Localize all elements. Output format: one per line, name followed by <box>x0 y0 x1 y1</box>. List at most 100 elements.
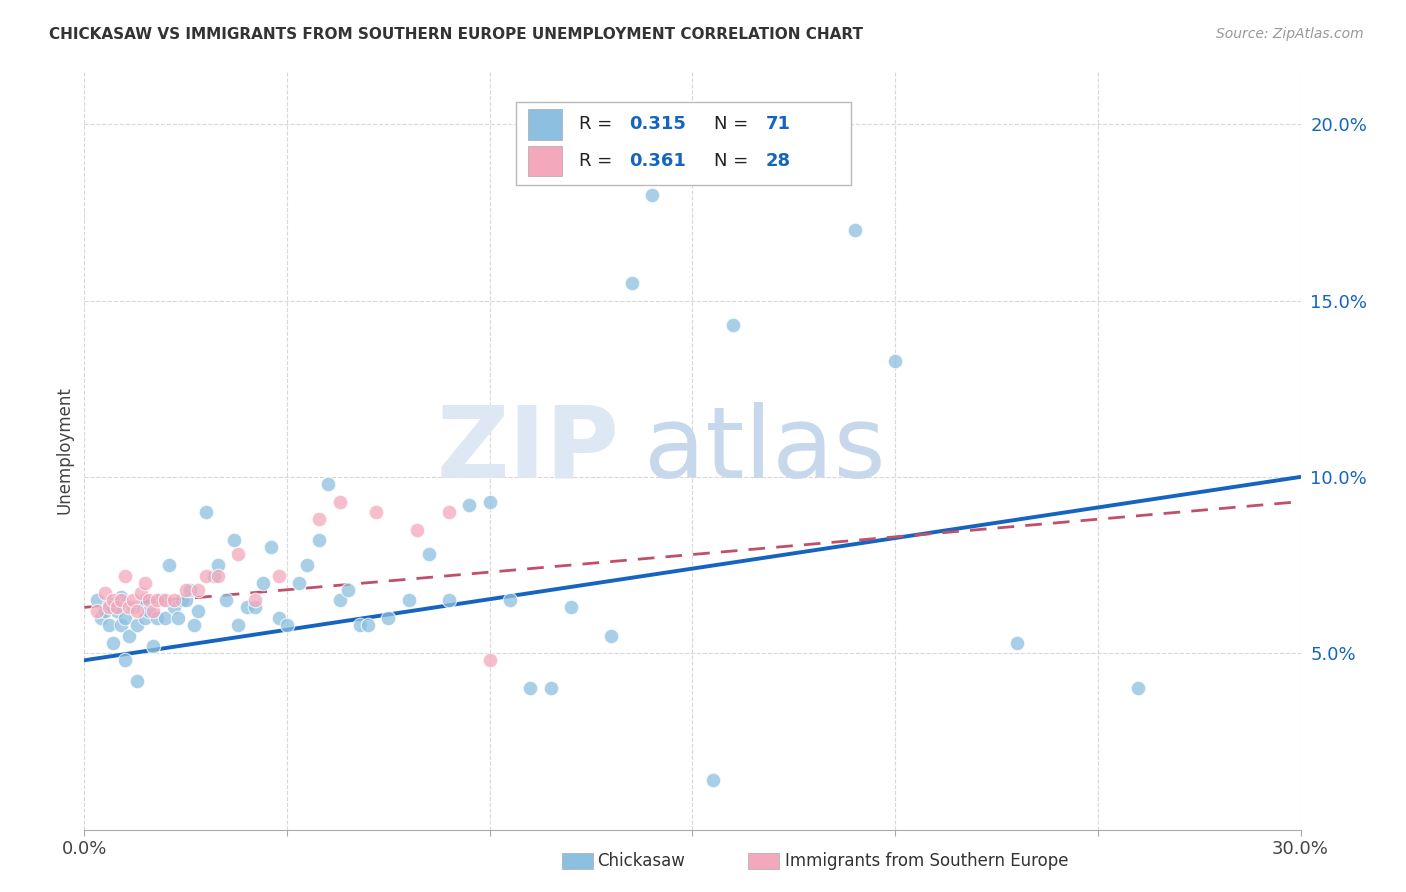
Point <box>142 604 165 618</box>
Bar <box>516 102 851 186</box>
Point <box>122 600 145 615</box>
Point <box>439 593 461 607</box>
Text: Chickasaw: Chickasaw <box>598 852 686 870</box>
Point <box>118 600 141 615</box>
Point <box>329 593 352 607</box>
Point <box>90 611 112 625</box>
Point <box>620 276 643 290</box>
Point <box>93 586 115 600</box>
Text: N =: N = <box>714 115 755 134</box>
Point <box>110 618 132 632</box>
Point <box>170 593 193 607</box>
Point <box>86 593 108 607</box>
Point <box>183 618 205 632</box>
Point <box>721 318 744 333</box>
Point <box>134 593 156 607</box>
Point <box>267 568 290 582</box>
Point <box>641 187 664 202</box>
Point <box>194 568 218 582</box>
Point <box>166 611 188 625</box>
Text: atlas: atlas <box>644 402 886 499</box>
Point <box>101 635 124 649</box>
Point <box>134 575 156 590</box>
Point <box>114 568 136 582</box>
Text: 0.361: 0.361 <box>630 152 686 169</box>
Point <box>499 593 522 607</box>
Point <box>844 223 866 237</box>
Point <box>398 593 420 607</box>
Point <box>276 618 298 632</box>
Point <box>86 604 108 618</box>
Point <box>1005 635 1028 649</box>
Point <box>97 600 120 615</box>
Point <box>122 593 145 607</box>
Point <box>439 505 461 519</box>
Point <box>235 600 257 615</box>
Point <box>202 568 225 582</box>
Point <box>105 600 128 615</box>
Point <box>224 533 246 548</box>
Point <box>174 582 197 597</box>
Point <box>329 494 352 508</box>
Point <box>125 618 148 632</box>
Point <box>366 505 388 519</box>
Point <box>316 477 339 491</box>
Point <box>194 505 218 519</box>
Text: R =: R = <box>579 152 619 169</box>
Text: CHICKASAW VS IMMIGRANTS FROM SOUTHERN EUROPE UNEMPLOYMENT CORRELATION CHART: CHICKASAW VS IMMIGRANTS FROM SOUTHERN EU… <box>49 27 863 42</box>
Point <box>702 773 724 788</box>
Point <box>118 629 141 643</box>
Point <box>702 170 724 185</box>
Point <box>478 494 501 508</box>
Point <box>207 568 229 582</box>
Bar <box>529 145 562 176</box>
Text: 71: 71 <box>765 115 790 134</box>
Text: 28: 28 <box>765 152 790 169</box>
Point <box>357 618 380 632</box>
Point <box>155 611 177 625</box>
Point <box>162 593 184 607</box>
Point <box>207 558 229 572</box>
Point <box>187 604 209 618</box>
Point <box>114 653 136 667</box>
Point <box>110 593 132 607</box>
Text: Immigrants from Southern Europe: Immigrants from Southern Europe <box>785 852 1069 870</box>
Y-axis label: Unemployment: Unemployment <box>55 386 73 515</box>
Point <box>228 548 250 562</box>
Text: R =: R = <box>579 115 619 134</box>
Point <box>187 582 209 597</box>
Text: ZIP: ZIP <box>437 402 620 499</box>
Point <box>336 582 359 597</box>
Text: Source: ZipAtlas.com: Source: ZipAtlas.com <box>1216 27 1364 41</box>
Point <box>101 593 124 607</box>
Point <box>97 597 120 611</box>
Point <box>138 593 160 607</box>
Point <box>377 611 399 625</box>
Point <box>519 681 541 696</box>
Point <box>478 653 501 667</box>
Point <box>138 604 160 618</box>
Point <box>405 523 427 537</box>
Point <box>243 600 266 615</box>
Point <box>93 604 115 618</box>
Point <box>150 593 173 607</box>
Point <box>101 600 124 615</box>
Point <box>179 582 201 597</box>
Point <box>125 674 148 689</box>
Point <box>243 593 266 607</box>
Point <box>308 512 330 526</box>
Point <box>1128 681 1150 696</box>
Point <box>215 593 238 607</box>
Point <box>288 575 311 590</box>
Point <box>297 558 319 572</box>
Point <box>418 548 440 562</box>
Point <box>267 611 290 625</box>
Point <box>884 353 907 368</box>
Bar <box>529 110 562 140</box>
Point <box>260 541 283 555</box>
Text: N =: N = <box>714 152 755 169</box>
Point <box>146 593 169 607</box>
Point <box>349 618 371 632</box>
Point <box>458 498 481 512</box>
Text: 0.315: 0.315 <box>630 115 686 134</box>
